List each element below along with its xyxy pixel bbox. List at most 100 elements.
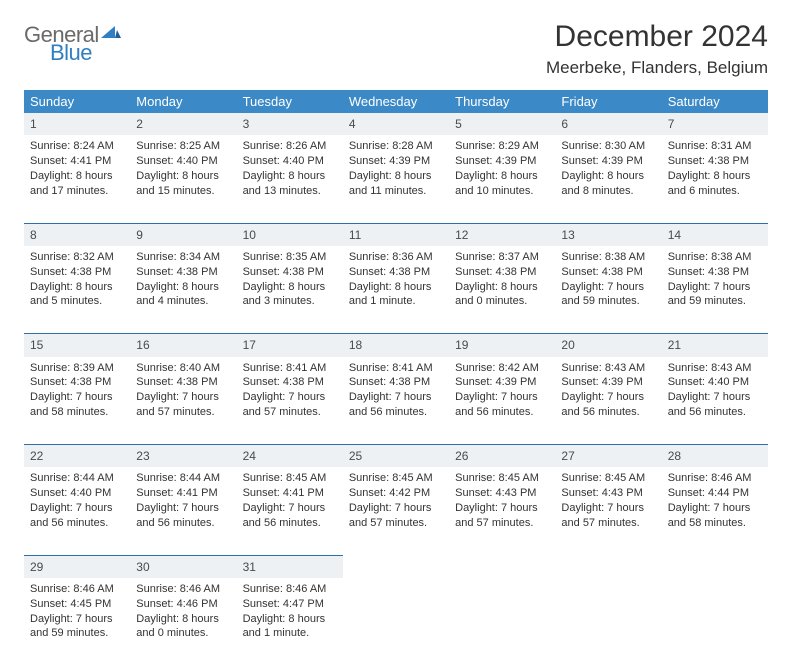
daylight-text: Daylight: 7 hours and 57 minutes.: [561, 501, 655, 531]
day-number-cell: 26: [449, 445, 555, 468]
day-number-cell: [555, 555, 661, 578]
daylight-text: Daylight: 7 hours and 56 minutes.: [455, 390, 549, 420]
sunset-text: Sunset: 4:43 PM: [561, 486, 655, 501]
sunset-text: Sunset: 4:38 PM: [349, 375, 443, 390]
day-number-row: 891011121314: [24, 223, 768, 246]
day-detail-cell: Sunrise: 8:40 AMSunset: 4:38 PMDaylight:…: [130, 357, 236, 445]
day-detail-cell: Sunrise: 8:38 AMSunset: 4:38 PMDaylight:…: [662, 246, 768, 334]
day-number-cell: 8: [24, 223, 130, 246]
day-number-cell: 27: [555, 445, 661, 468]
sunset-text: Sunset: 4:42 PM: [349, 486, 443, 501]
daylight-text: Daylight: 7 hours and 56 minutes.: [349, 390, 443, 420]
header: General Blue December 2024 Meerbeke, Fla…: [24, 20, 768, 78]
day-number-cell: 16: [130, 334, 236, 357]
day-number-cell: 15: [24, 334, 130, 357]
sunrise-text: Sunrise: 8:35 AM: [243, 250, 337, 265]
sunrise-text: Sunrise: 8:32 AM: [30, 250, 124, 265]
day-number-cell: 12: [449, 223, 555, 246]
sunset-text: Sunset: 4:38 PM: [30, 265, 124, 280]
sunset-text: Sunset: 4:38 PM: [668, 154, 762, 169]
daylight-text: Daylight: 7 hours and 59 minutes.: [668, 280, 762, 310]
sunrise-text: Sunrise: 8:29 AM: [455, 139, 549, 154]
daylight-text: Daylight: 7 hours and 58 minutes.: [668, 501, 762, 531]
day-detail-cell: Sunrise: 8:32 AMSunset: 4:38 PMDaylight:…: [24, 246, 130, 334]
day-number-row: 1234567: [24, 113, 768, 135]
sunset-text: Sunset: 4:39 PM: [561, 154, 655, 169]
title-block: December 2024 Meerbeke, Flanders, Belgiu…: [546, 20, 768, 78]
day-detail-cell: Sunrise: 8:43 AMSunset: 4:39 PMDaylight:…: [555, 357, 661, 445]
sunset-text: Sunset: 4:39 PM: [561, 375, 655, 390]
sunrise-text: Sunrise: 8:43 AM: [668, 361, 762, 376]
daylight-text: Daylight: 8 hours and 1 minute.: [349, 280, 443, 310]
daylight-text: Daylight: 8 hours and 15 minutes.: [136, 169, 230, 199]
sunset-text: Sunset: 4:39 PM: [349, 154, 443, 169]
weekday-header: Friday: [555, 90, 661, 113]
day-number-cell: 23: [130, 445, 236, 468]
daylight-text: Daylight: 8 hours and 6 minutes.: [668, 169, 762, 199]
day-number-cell: 18: [343, 334, 449, 357]
day-detail-cell: [555, 578, 661, 666]
day-number-row: 293031: [24, 555, 768, 578]
day-detail-row: Sunrise: 8:46 AMSunset: 4:45 PMDaylight:…: [24, 578, 768, 666]
daylight-text: Daylight: 8 hours and 1 minute.: [243, 612, 337, 642]
day-detail-cell: Sunrise: 8:38 AMSunset: 4:38 PMDaylight:…: [555, 246, 661, 334]
sunrise-text: Sunrise: 8:46 AM: [243, 582, 337, 597]
sunrise-text: Sunrise: 8:42 AM: [455, 361, 549, 376]
day-detail-cell: [662, 578, 768, 666]
daylight-text: Daylight: 7 hours and 57 minutes.: [243, 390, 337, 420]
sunrise-text: Sunrise: 8:34 AM: [136, 250, 230, 265]
day-number-cell: 24: [237, 445, 343, 468]
sunset-text: Sunset: 4:38 PM: [136, 265, 230, 280]
day-number-cell: 22: [24, 445, 130, 468]
daylight-text: Daylight: 8 hours and 10 minutes.: [455, 169, 549, 199]
day-detail-cell: [343, 578, 449, 666]
day-number-cell: 2: [130, 113, 236, 135]
day-number-cell: 29: [24, 555, 130, 578]
sunrise-text: Sunrise: 8:31 AM: [668, 139, 762, 154]
day-detail-cell: Sunrise: 8:39 AMSunset: 4:38 PMDaylight:…: [24, 357, 130, 445]
day-detail-row: Sunrise: 8:39 AMSunset: 4:38 PMDaylight:…: [24, 357, 768, 445]
sunset-text: Sunset: 4:38 PM: [243, 265, 337, 280]
daylight-text: Daylight: 8 hours and 3 minutes.: [243, 280, 337, 310]
daylight-text: Daylight: 7 hours and 58 minutes.: [30, 390, 124, 420]
sunset-text: Sunset: 4:40 PM: [30, 486, 124, 501]
sunset-text: Sunset: 4:46 PM: [136, 597, 230, 612]
day-detail-cell: [449, 578, 555, 666]
day-detail-cell: Sunrise: 8:29 AMSunset: 4:39 PMDaylight:…: [449, 135, 555, 223]
daylight-text: Daylight: 8 hours and 8 minutes.: [561, 169, 655, 199]
day-detail-cell: Sunrise: 8:31 AMSunset: 4:38 PMDaylight:…: [662, 135, 768, 223]
sunrise-text: Sunrise: 8:30 AM: [561, 139, 655, 154]
day-number-cell: 19: [449, 334, 555, 357]
daylight-text: Daylight: 8 hours and 17 minutes.: [30, 169, 124, 199]
sunrise-text: Sunrise: 8:46 AM: [136, 582, 230, 597]
daylight-text: Daylight: 7 hours and 56 minutes.: [30, 501, 124, 531]
sunset-text: Sunset: 4:43 PM: [455, 486, 549, 501]
day-detail-cell: Sunrise: 8:44 AMSunset: 4:40 PMDaylight:…: [24, 467, 130, 555]
day-number-cell: 11: [343, 223, 449, 246]
weekday-header: Monday: [130, 90, 236, 113]
sunset-text: Sunset: 4:38 PM: [561, 265, 655, 280]
day-detail-cell: Sunrise: 8:41 AMSunset: 4:38 PMDaylight:…: [343, 357, 449, 445]
sunrise-text: Sunrise: 8:25 AM: [136, 139, 230, 154]
sunrise-text: Sunrise: 8:45 AM: [561, 471, 655, 486]
day-detail-cell: Sunrise: 8:24 AMSunset: 4:41 PMDaylight:…: [24, 135, 130, 223]
day-detail-cell: Sunrise: 8:46 AMSunset: 4:47 PMDaylight:…: [237, 578, 343, 666]
sunrise-text: Sunrise: 8:44 AM: [30, 471, 124, 486]
weekday-header: Saturday: [662, 90, 768, 113]
sunrise-text: Sunrise: 8:44 AM: [136, 471, 230, 486]
daylight-text: Daylight: 8 hours and 4 minutes.: [136, 280, 230, 310]
day-number-cell: 3: [237, 113, 343, 135]
daylight-text: Daylight: 7 hours and 57 minutes.: [136, 390, 230, 420]
day-number-cell: [662, 555, 768, 578]
sunset-text: Sunset: 4:40 PM: [136, 154, 230, 169]
sunrise-text: Sunrise: 8:43 AM: [561, 361, 655, 376]
sunrise-text: Sunrise: 8:36 AM: [349, 250, 443, 265]
day-number-cell: 21: [662, 334, 768, 357]
day-detail-cell: Sunrise: 8:41 AMSunset: 4:38 PMDaylight:…: [237, 357, 343, 445]
daylight-text: Daylight: 7 hours and 56 minutes.: [668, 390, 762, 420]
sunrise-text: Sunrise: 8:41 AM: [349, 361, 443, 376]
sunrise-text: Sunrise: 8:46 AM: [30, 582, 124, 597]
day-detail-cell: Sunrise: 8:37 AMSunset: 4:38 PMDaylight:…: [449, 246, 555, 334]
day-detail-cell: Sunrise: 8:46 AMSunset: 4:44 PMDaylight:…: [662, 467, 768, 555]
day-number-cell: [343, 555, 449, 578]
